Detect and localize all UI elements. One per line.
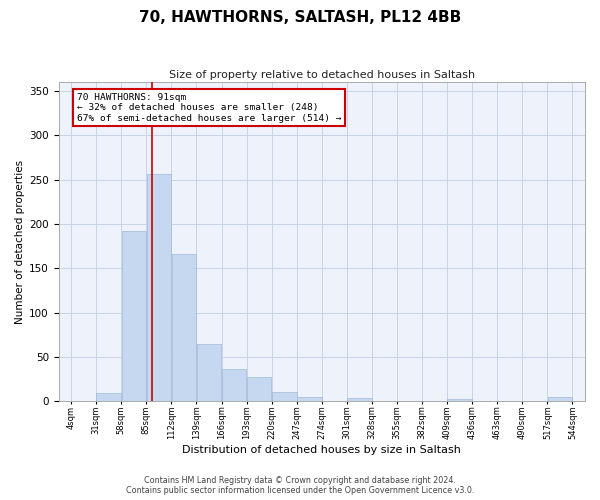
- Text: Contains HM Land Registry data © Crown copyright and database right 2024.
Contai: Contains HM Land Registry data © Crown c…: [126, 476, 474, 495]
- Title: Size of property relative to detached houses in Saltash: Size of property relative to detached ho…: [169, 70, 475, 80]
- Bar: [97, 392, 121, 402]
- Y-axis label: Number of detached properties: Number of detached properties: [15, 160, 25, 324]
- Bar: [297, 397, 322, 402]
- Bar: [347, 398, 372, 402]
- Bar: [172, 254, 196, 402]
- Bar: [222, 368, 247, 402]
- Bar: [448, 398, 472, 402]
- Text: 70, HAWTHORNS, SALTASH, PL12 4BB: 70, HAWTHORNS, SALTASH, PL12 4BB: [139, 10, 461, 25]
- Bar: [548, 397, 572, 402]
- X-axis label: Distribution of detached houses by size in Saltash: Distribution of detached houses by size …: [182, 445, 461, 455]
- Bar: [272, 392, 296, 402]
- Bar: [247, 376, 271, 402]
- Bar: [197, 344, 221, 402]
- Bar: [146, 174, 171, 402]
- Text: 70 HAWTHORNS: 91sqm
← 32% of detached houses are smaller (248)
67% of semi-detac: 70 HAWTHORNS: 91sqm ← 32% of detached ho…: [77, 93, 341, 122]
- Bar: [122, 231, 146, 402]
